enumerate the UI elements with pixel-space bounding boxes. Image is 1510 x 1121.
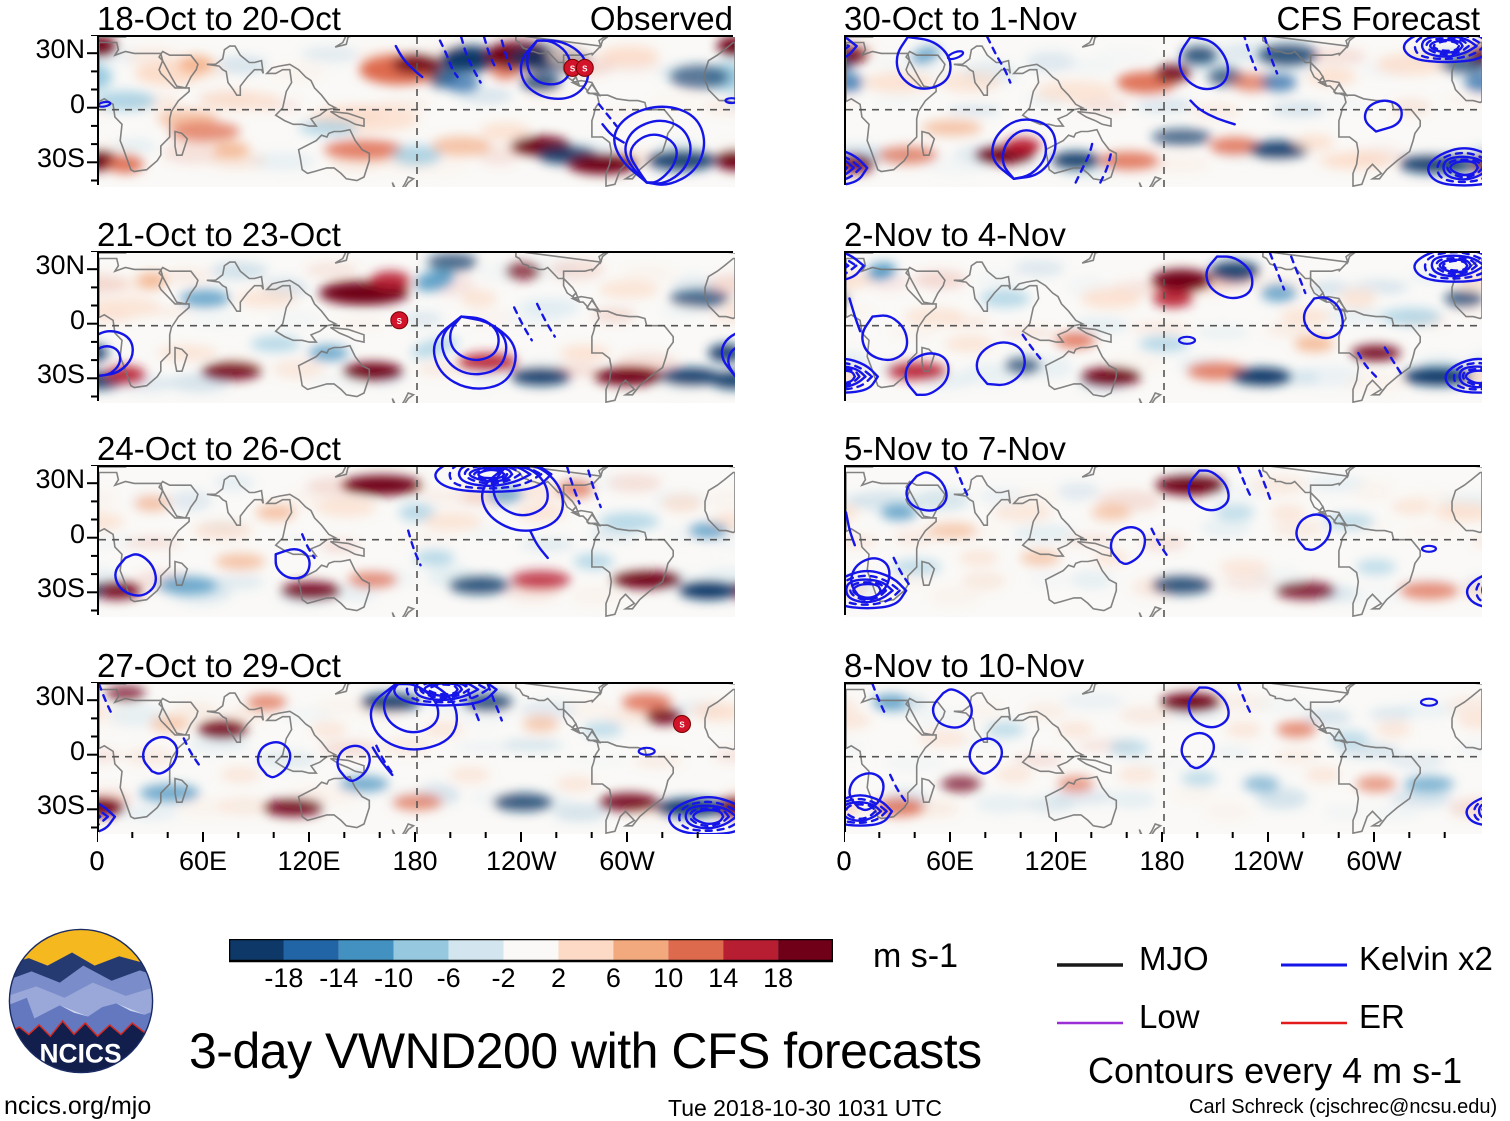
svg-text:S: S (582, 64, 588, 73)
svg-text:-18: -18 (264, 963, 303, 991)
svg-text:-14: -14 (319, 963, 358, 991)
svg-text:6: 6 (606, 963, 621, 991)
svg-text:-2: -2 (491, 963, 515, 991)
svg-text:S: S (570, 64, 576, 73)
svg-text:S: S (679, 721, 685, 730)
svg-text:-10: -10 (374, 963, 413, 991)
svg-text:18: 18 (763, 963, 793, 991)
svg-text:S: S (397, 317, 403, 326)
svg-text:14: 14 (708, 963, 738, 991)
svg-text:NCICS: NCICS (40, 1039, 122, 1069)
svg-text:-6: -6 (437, 963, 461, 991)
svg-text:10: 10 (653, 963, 683, 991)
svg-text:2: 2 (551, 963, 566, 991)
